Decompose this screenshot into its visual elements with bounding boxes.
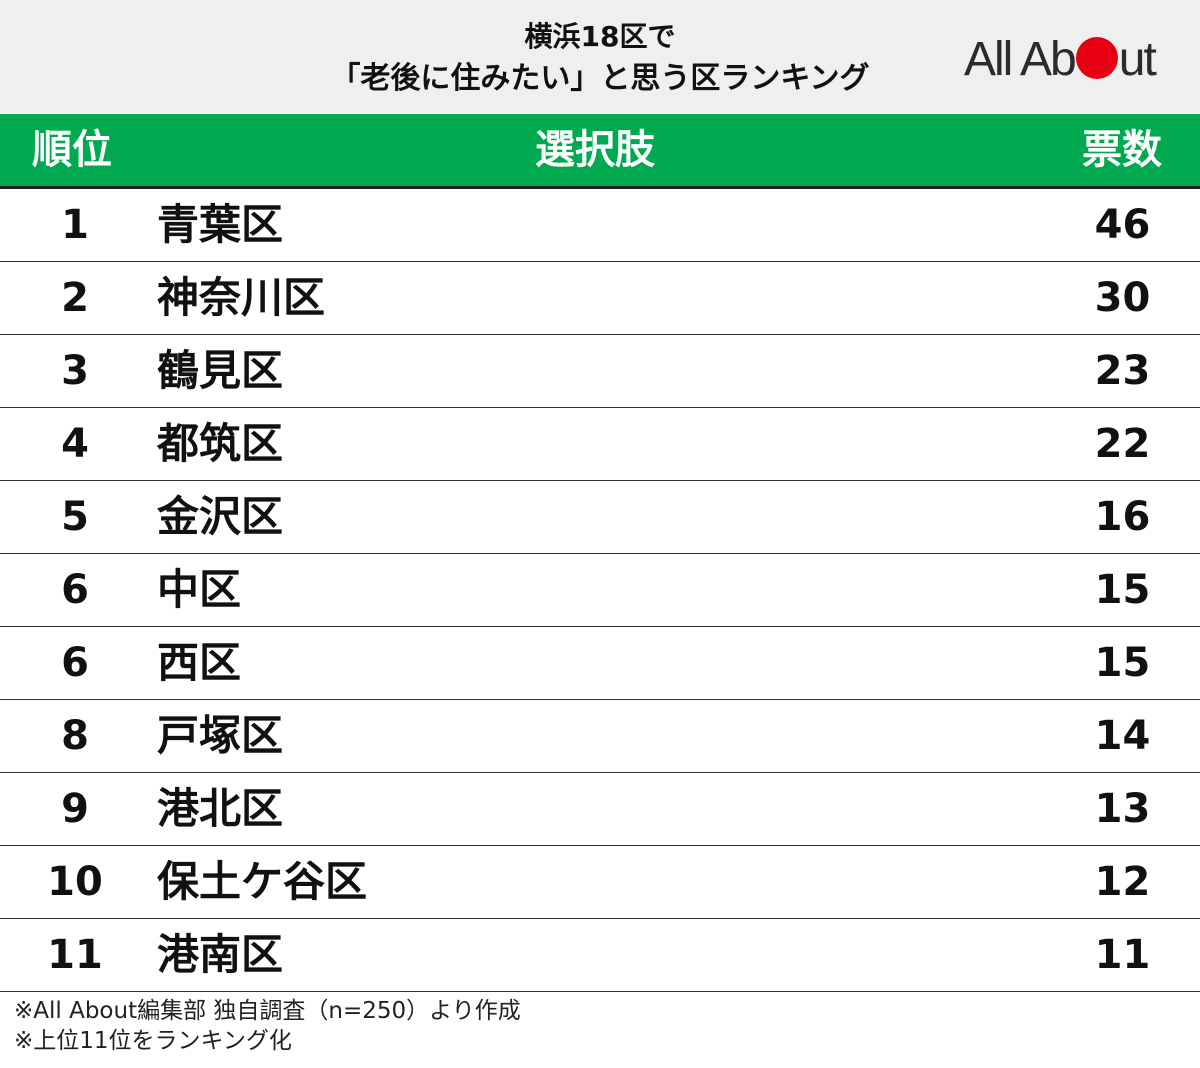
votes-cell: 14 <box>1094 713 1151 759</box>
table-row: 4 都筑区 22 <box>0 408 1200 481</box>
votes-cell: 11 <box>1094 932 1151 978</box>
name-cell: 港南区 <box>157 930 284 979</box>
title-line-1: 横浜18区で <box>524 20 676 53</box>
table-row: 6 中区 15 <box>0 554 1200 627</box>
votes-cell: 15 <box>1094 567 1151 613</box>
votes-cell: 30 <box>1094 275 1151 321</box>
column-header-choice: 選択肢 <box>535 127 655 173</box>
votes-cell: 23 <box>1094 348 1151 394</box>
footnote-source: ※All About編集部 独自調査（n=250）より作成 <box>14 998 521 1024</box>
votes-cell: 22 <box>1094 421 1151 467</box>
rank-cell: 8 <box>61 713 89 759</box>
chart-title: 横浜18区で 「老後に住みたい」と思う区ランキング <box>250 16 950 100</box>
name-cell: 中区 <box>157 565 242 614</box>
rank-cell: 9 <box>61 786 89 832</box>
name-cell: 青葉区 <box>157 200 284 249</box>
table-row: 11 港南区 11 <box>0 919 1200 992</box>
rank-cell: 6 <box>61 640 89 686</box>
allabout-logo: All Ab ut <box>964 32 1157 88</box>
rank-cell: 1 <box>61 202 89 248</box>
footnotes: ※All About編集部 独自調査（n=250）より作成 ※上位11位をランキ… <box>14 996 521 1056</box>
table-header: 順位 選択肢 票数 <box>0 114 1200 186</box>
table-row: 10 保土ケ谷区 12 <box>0 846 1200 919</box>
name-cell: 保土ケ谷区 <box>157 857 368 906</box>
votes-cell: 16 <box>1094 494 1151 540</box>
table-row: 2 神奈川区 30 <box>0 262 1200 335</box>
table-row: 9 港北区 13 <box>0 773 1200 846</box>
name-cell: 都筑区 <box>157 419 284 468</box>
table-row: 8 戸塚区 14 <box>0 700 1200 773</box>
ranking-table-body: 1 青葉区 46 2 神奈川区 30 3 鶴見区 23 4 都筑区 22 5 金沢区 16 6 中区 15 6 西区 1… <box>0 189 1200 992</box>
table-row: 1 青葉区 46 <box>0 189 1200 262</box>
votes-cell: 15 <box>1094 640 1151 686</box>
votes-cell: 46 <box>1094 202 1151 248</box>
votes-cell: 13 <box>1094 786 1151 832</box>
name-cell: 金沢区 <box>157 492 284 541</box>
logo-text-post: ut <box>1118 33 1157 86</box>
name-cell: 鶴見区 <box>157 346 284 395</box>
rank-cell: 4 <box>61 421 89 467</box>
table-row: 3 鶴見区 23 <box>0 335 1200 408</box>
rank-cell: 10 <box>47 859 103 905</box>
logo-red-circle-icon <box>1075 37 1118 79</box>
name-cell: 戸塚区 <box>157 711 284 760</box>
logo-text-pre: All Ab <box>964 33 1077 86</box>
rank-cell: 2 <box>61 275 89 321</box>
rank-cell: 11 <box>47 932 103 978</box>
title-line-2: 「老後に住みたい」と思う区ランキング <box>330 61 870 96</box>
name-cell: 港北区 <box>157 784 284 833</box>
rank-cell: 6 <box>61 567 89 613</box>
footnote-ranking: ※上位11位をランキング化 <box>14 1028 292 1054</box>
name-cell: 西区 <box>157 638 242 687</box>
name-cell: 神奈川区 <box>157 273 326 322</box>
table-row: 5 金沢区 16 <box>0 481 1200 554</box>
header: 横浜18区で 「老後に住みたい」と思う区ランキング All Ab ut <box>0 0 1200 113</box>
column-header-votes: 票数 <box>1082 127 1162 173</box>
table-row: 6 西区 15 <box>0 627 1200 700</box>
rank-cell: 5 <box>61 494 89 540</box>
header-divider <box>0 186 1200 189</box>
rank-cell: 3 <box>61 348 89 394</box>
votes-cell: 12 <box>1094 859 1151 905</box>
column-header-rank: 順位 <box>32 127 112 173</box>
